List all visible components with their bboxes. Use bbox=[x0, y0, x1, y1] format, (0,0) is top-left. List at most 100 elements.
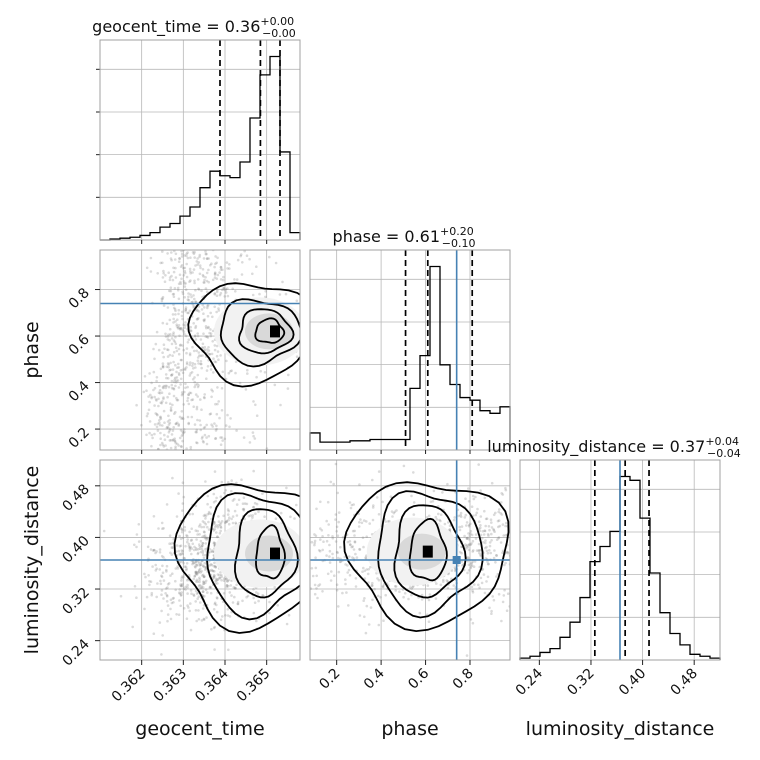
sample-point bbox=[194, 393, 198, 396]
sample-point bbox=[479, 553, 482, 556]
contour-level-3 bbox=[377, 490, 484, 619]
sample-point bbox=[206, 303, 210, 307]
sample-point bbox=[224, 424, 228, 427]
sample-point bbox=[524, 533, 527, 536]
sample-point bbox=[565, 579, 568, 582]
sample-point bbox=[233, 587, 237, 590]
sample-point bbox=[215, 344, 219, 348]
sample-point bbox=[215, 261, 218, 265]
sample-point bbox=[186, 604, 189, 607]
sample-point bbox=[381, 585, 385, 589]
sample-point bbox=[194, 580, 198, 583]
sample-point bbox=[172, 295, 176, 299]
sample-point bbox=[144, 575, 147, 579]
sample-point bbox=[192, 548, 196, 552]
sample-point bbox=[471, 591, 475, 594]
sample-point bbox=[178, 544, 182, 548]
sample-point bbox=[364, 631, 368, 635]
sample-point bbox=[194, 547, 198, 550]
sample-point bbox=[168, 392, 171, 396]
sample-point bbox=[219, 618, 223, 622]
sample-point bbox=[373, 587, 376, 591]
sample-point bbox=[231, 601, 235, 604]
sample-point bbox=[163, 438, 167, 442]
sample-point bbox=[165, 365, 169, 369]
sample-point bbox=[142, 390, 146, 394]
sample-point bbox=[215, 354, 219, 358]
sample-point bbox=[212, 529, 215, 532]
sample-point bbox=[201, 435, 204, 439]
sample-point bbox=[193, 545, 196, 549]
sample-point bbox=[174, 276, 178, 279]
sample-point bbox=[221, 615, 224, 618]
sample-point bbox=[216, 526, 220, 529]
sample-point bbox=[193, 335, 197, 338]
sample-point bbox=[181, 344, 184, 347]
sample-point bbox=[495, 554, 498, 557]
sample-point bbox=[179, 526, 183, 530]
ytick-label-luminosity_distance: 0.48 bbox=[59, 481, 92, 514]
sample-point bbox=[190, 552, 193, 556]
sample-point bbox=[191, 378, 195, 381]
sample-point bbox=[189, 293, 192, 296]
sample-point bbox=[211, 550, 214, 554]
sample-point bbox=[180, 579, 183, 582]
sample-point bbox=[230, 594, 233, 597]
sample-point bbox=[167, 385, 171, 389]
sample-point bbox=[193, 380, 196, 384]
sample-point bbox=[199, 338, 203, 341]
sample-point bbox=[220, 575, 223, 578]
sample-point bbox=[301, 617, 304, 620]
sample-point bbox=[185, 617, 189, 620]
sample-point bbox=[186, 586, 189, 589]
sample-point bbox=[155, 330, 159, 334]
sample-point bbox=[188, 280, 191, 284]
sample-point bbox=[219, 268, 223, 271]
sample-point bbox=[180, 391, 184, 394]
sample-point bbox=[194, 288, 197, 292]
sample-point bbox=[196, 552, 200, 556]
sample-point bbox=[185, 362, 189, 366]
sample-point bbox=[469, 543, 473, 546]
sample-point bbox=[161, 297, 164, 301]
sample-point bbox=[135, 596, 138, 599]
sample-point bbox=[441, 491, 444, 494]
sample-point bbox=[479, 526, 482, 530]
sample-point bbox=[178, 592, 182, 595]
sample-point bbox=[475, 549, 479, 552]
sample-point bbox=[201, 439, 205, 443]
sample-point bbox=[180, 530, 184, 534]
sample-point bbox=[201, 586, 205, 589]
sample-point bbox=[252, 596, 255, 600]
sample-point bbox=[169, 257, 173, 260]
sample-point bbox=[184, 306, 188, 309]
sample-point bbox=[331, 536, 335, 540]
sample-point bbox=[234, 360, 238, 364]
sample-point bbox=[160, 653, 163, 656]
panel-frame-luminosity_distance bbox=[519, 459, 721, 661]
sample-point bbox=[259, 591, 262, 594]
sample-point bbox=[468, 543, 471, 547]
sample-point bbox=[207, 257, 210, 260]
sample-point bbox=[371, 478, 374, 482]
sample-point bbox=[213, 648, 216, 651]
sample-point bbox=[152, 548, 156, 552]
sample-point bbox=[222, 288, 225, 291]
sample-point bbox=[493, 530, 496, 533]
sample-point bbox=[446, 586, 450, 590]
sample-point bbox=[215, 294, 219, 298]
sample-point bbox=[160, 554, 164, 558]
sample-point bbox=[183, 269, 187, 273]
sample-point bbox=[471, 539, 475, 543]
sample-point bbox=[204, 325, 208, 328]
sample-point bbox=[202, 332, 205, 336]
sample-point bbox=[382, 619, 385, 622]
sample-point bbox=[483, 529, 487, 533]
sample-point bbox=[181, 317, 184, 321]
sample-point bbox=[196, 309, 199, 313]
sample-point bbox=[217, 400, 220, 403]
sample-point bbox=[158, 384, 161, 388]
sample-point bbox=[472, 549, 475, 552]
sample-point bbox=[168, 289, 171, 293]
sample-point bbox=[497, 537, 500, 540]
